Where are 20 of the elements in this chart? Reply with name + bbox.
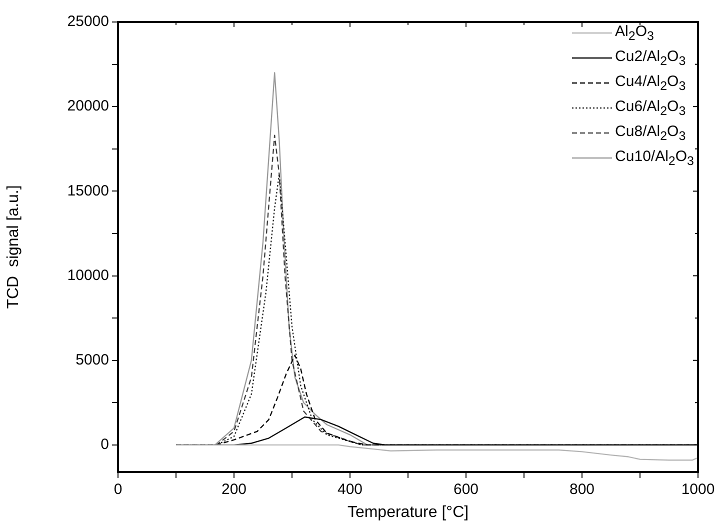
x-axis-title: Temperature [°C] bbox=[347, 504, 469, 521]
legend-label: Al$_{2}$O$_{3}$ bbox=[615, 22, 654, 42]
x-tick-label: 600 bbox=[453, 481, 479, 498]
legend-label: Cu8/Al$_{2}$O$_{3}$ bbox=[615, 122, 686, 142]
x-tick-label: 200 bbox=[221, 481, 247, 498]
y-axis-title: TCD signal [a.u.] bbox=[5, 185, 22, 309]
legend-label: Cu4/Al$_{2}$O$_{3}$ bbox=[615, 72, 686, 92]
x-tick-label: 0 bbox=[114, 481, 122, 498]
y-tick-label: 0 bbox=[100, 436, 109, 454]
legend-label: Cu6/Al$_{2}$O$_{3}$ bbox=[615, 98, 686, 118]
y-tick-label: 15000 bbox=[67, 182, 109, 200]
y-tick-label: 10000 bbox=[67, 266, 109, 284]
legend-label: Cu10/Al$_{2}$O$_{3}$ bbox=[615, 148, 694, 168]
y-tick-label: 5000 bbox=[76, 351, 109, 368]
x-tick-label: 1000 bbox=[681, 481, 715, 498]
x-tick-label: 400 bbox=[337, 481, 363, 498]
y-tick-label: 20000 bbox=[67, 98, 109, 115]
legend-label: Cu2/Al$_{2}$O$_{3}$ bbox=[615, 48, 686, 68]
x-tick-label: 800 bbox=[569, 481, 595, 498]
y-tick-label: 25000 bbox=[67, 13, 109, 30]
